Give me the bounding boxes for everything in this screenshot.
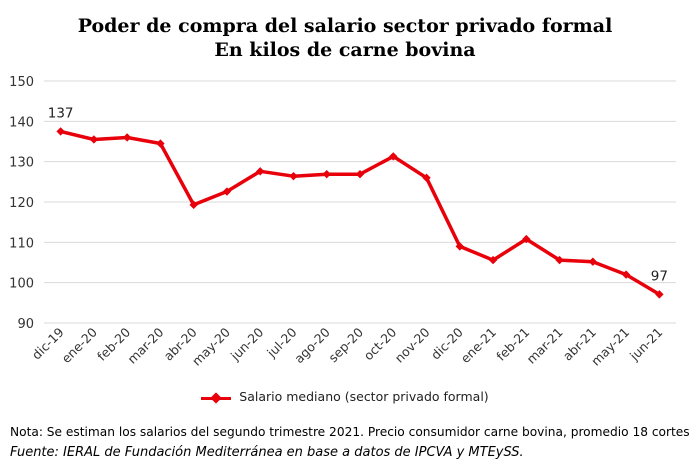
data-point: [355, 169, 365, 179]
data-point: [588, 257, 598, 266]
x-tick-label: ene-20: [58, 324, 100, 366]
y-tick-label: 110: [9, 236, 34, 251]
data-point: [389, 152, 398, 161]
series-line: [60, 129, 661, 296]
x-tick-label: mar-21: [524, 325, 566, 367]
series-markers: [56, 127, 664, 299]
y-tick-label: 90: [17, 317, 34, 332]
y-tick-label: 130: [9, 156, 34, 171]
data-labels: 137 97: [48, 105, 668, 284]
data-point: [256, 167, 265, 176]
chart-title: Poder de compra del salario sector priva…: [0, 14, 690, 62]
data-point: [222, 187, 232, 196]
x-tick-label: mar-20: [124, 324, 166, 366]
data-point: [655, 290, 664, 299]
x-tick-label: ene-21: [458, 325, 500, 367]
x-axis-tick-labels: dic-19ene-20feb-20mar-20abr-20may-20jun-…: [29, 324, 666, 368]
data-label: 137: [48, 105, 74, 121]
chart-title-line-1: Poder de compra del salario sector priva…: [77, 15, 613, 37]
x-tick-label: nov-20: [392, 324, 433, 365]
y-axis-tick-labels: 90 100 110 120 130 140 150: [9, 75, 34, 332]
data-point: [522, 234, 531, 244]
x-tick-label: ago-20: [291, 324, 333, 366]
source-note: Fuente: IERAL de Fundación Mediterránea …: [10, 445, 524, 460]
data-point: [156, 139, 165, 148]
data-point: [555, 255, 564, 265]
data-label: 97: [651, 268, 668, 284]
gridlines: [44, 80, 676, 324]
data-point: [189, 200, 198, 210]
y-tick-label: 150: [9, 75, 34, 90]
x-tick-label: jun-20: [227, 324, 266, 363]
y-tick-label: 120: [9, 196, 34, 211]
data-point: [422, 173, 431, 182]
legend-label: Salario mediano (sector privado formal): [239, 389, 489, 404]
legend-swatch: [201, 392, 232, 404]
data-point: [488, 255, 498, 265]
y-tick-label: 100: [9, 277, 34, 292]
data-point: [621, 270, 631, 279]
data-point: [89, 135, 99, 144]
x-tick-label: jun-21: [626, 325, 665, 364]
data-point: [322, 169, 331, 179]
line-chart: 90 100 110 120 130 140 150 dic-19ene-20feb-20m…: [9, 75, 676, 369]
data-point: [289, 171, 298, 181]
legend: Salario mediano (sector privado formal): [0, 389, 690, 404]
data-point: [455, 242, 464, 251]
x-tick-label: sep-20: [325, 324, 366, 365]
y-tick-label: 140: [9, 115, 34, 130]
footnote: Nota: Se estiman los salarios del segund…: [10, 425, 690, 439]
data-point: [56, 127, 65, 136]
chart-title-line-2: En kilos de carne bovina: [214, 39, 476, 61]
data-point: [122, 133, 132, 142]
